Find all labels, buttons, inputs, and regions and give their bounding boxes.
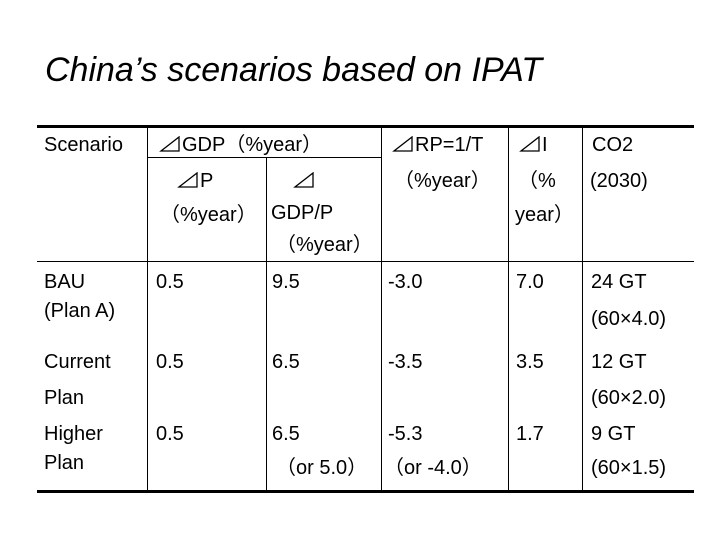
header-di-unit-1: （% [518,170,556,192]
row-dp-value: 0.5 [156,423,184,445]
row-co2-calc: (60×1.5) [591,457,667,479]
header-rp-unit: （%year） [394,170,491,192]
triangle-delta-icon [391,136,415,152]
gdp-subheader-rule [148,157,381,158]
row-scenario-line1: Current [44,351,111,373]
header-co2: CO2 [592,134,634,156]
header-di-unit-2: year） [515,204,574,226]
row-dgdp-p-value: 9.5 [272,271,300,293]
col-divider-3 [381,125,382,492]
row-co2-value: 24 GT [591,271,647,293]
header-dgdp-p [292,169,316,193]
col-divider-2 [266,157,267,492]
header-gdp-label: GDP（%year） [182,134,323,156]
header-di: I [518,133,548,157]
header-gdp: GDP（%year） [158,133,322,157]
row-co2-calc: (60×4.0) [591,308,667,330]
col-divider-4 [508,125,509,492]
table-top-rule [37,125,694,128]
triangle-delta-icon [518,136,542,152]
header-dp-unit: （%year） [160,204,257,226]
row-dp-value: 0.5 [156,351,184,373]
triangle-delta-icon [158,136,182,152]
row-scenario-line2: Plan [44,452,85,474]
row-scenario-line2: (Plan A) [44,300,116,322]
row-rp-alt: （or -4.0） [384,457,482,479]
row-dgdp-p-value: 6.5 [272,423,300,445]
header-co2-year: (2030) [590,170,648,192]
row-rp-value: -5.3 [388,423,423,445]
slide-title: China’s scenarios based on IPAT [45,51,543,89]
row-scenario-line1: BAU [44,271,86,293]
header-rp-label: RP=1/T [415,134,484,156]
row-di-value: 7.0 [516,271,544,293]
col-divider-1 [147,125,148,492]
row-dgdp-p-alt: （or 5.0） [276,457,368,479]
row-scenario-line2: Plan [44,387,85,409]
header-di-label: I [542,134,548,156]
triangle-delta-icon [176,172,200,188]
row-co2-value: 9 GT [591,423,636,445]
header-dgdp-p-label: GDP/P [271,202,334,224]
header-dgdp-p-unit: （%year） [276,234,373,256]
row-dp-value: 0.5 [156,271,184,293]
row-dgdp-p-value: 6.5 [272,351,300,373]
row-co2-calc: (60×2.0) [591,387,667,409]
table-bottom-rule [37,490,694,493]
header-scenario: Scenario [44,134,123,156]
header-bottom-rule [37,261,694,262]
row-rp-value: -3.0 [388,271,423,293]
header-dp: P [176,169,213,193]
row-co2-value: 12 GT [591,351,647,373]
header-dp-label: P [200,170,214,192]
row-rp-value: -3.5 [388,351,423,373]
row-di-value: 1.7 [516,423,544,445]
row-scenario-line1: Higher [44,423,103,445]
col-divider-5 [582,125,583,492]
triangle-delta-icon [292,172,316,188]
header-rp: RP=1/T [391,133,483,157]
row-di-value: 3.5 [516,351,544,373]
